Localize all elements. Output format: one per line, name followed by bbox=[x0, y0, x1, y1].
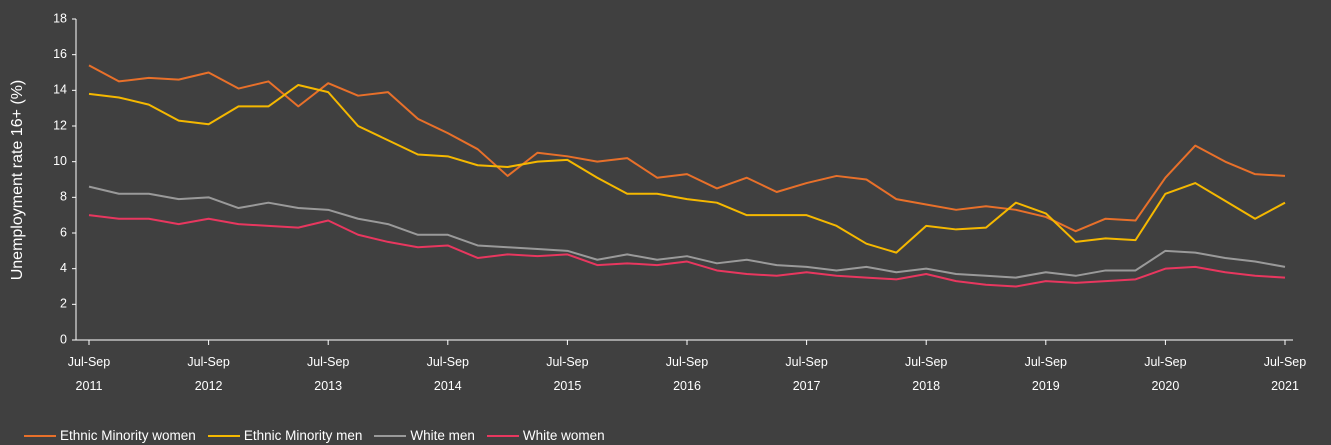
y-tick-label: 6 bbox=[60, 225, 67, 239]
y-axis-label: Unemployment rate 16+ (%) bbox=[9, 80, 26, 281]
y-tick-label: 10 bbox=[53, 154, 67, 168]
x-tick-label: Jul-Sep 2011 bbox=[67, 355, 111, 393]
x-tick-label: Jul-Sep 2015 bbox=[546, 355, 589, 393]
x-tick-label: Jul-Sep 2012 bbox=[187, 355, 230, 393]
legend-label: White men bbox=[410, 428, 475, 443]
legend-label: Ethnic Minority men bbox=[243, 428, 363, 443]
legend-item: White men bbox=[374, 428, 475, 443]
x-tick-label: Jul-Sep 2018 bbox=[904, 355, 948, 393]
legend: Ethnic Minority women Ethnic Minority men… bbox=[24, 428, 605, 443]
legend-item: Ethnic Minority women bbox=[24, 428, 196, 443]
x-tick-label: Jul-Sep 2021 bbox=[1263, 355, 1307, 393]
y-tick-label: 8 bbox=[60, 190, 67, 204]
series-line bbox=[88, 83, 1286, 254]
x-tick-label: Jul-Sep 2013 bbox=[306, 355, 350, 393]
y-tick-label: 18 bbox=[53, 11, 67, 25]
x-tick-label: Jul-Sep 2017 bbox=[785, 355, 828, 393]
y-tick-label: 4 bbox=[60, 261, 67, 275]
legend-label: White women bbox=[522, 428, 605, 443]
legend-swatch bbox=[207, 434, 240, 437]
legend-swatch bbox=[486, 434, 519, 437]
x-tick-label: Jul-Sep 2014 bbox=[426, 355, 469, 393]
x-tick-label: Jul-Sep 2016 bbox=[665, 355, 709, 393]
legend-item: Ethnic Minority men bbox=[207, 428, 363, 443]
y-tick-label: 2 bbox=[60, 297, 67, 311]
y-tick-label: 14 bbox=[53, 83, 67, 97]
y-tick-label: 0 bbox=[60, 332, 67, 346]
series-line bbox=[88, 64, 1286, 233]
x-tick-label: Jul-Sep 2020 bbox=[1144, 355, 1187, 393]
legend-swatch bbox=[374, 434, 407, 437]
x-tick-label: Jul-Sep 2019 bbox=[1024, 355, 1067, 393]
y-tick-label: 16 bbox=[53, 47, 67, 61]
legend-swatch bbox=[24, 434, 56, 437]
legend-item: White women bbox=[486, 428, 605, 443]
legend-label: Ethnic Minority women bbox=[60, 428, 196, 443]
series-line bbox=[88, 214, 1286, 288]
y-tick-label: 12 bbox=[53, 118, 67, 132]
series-line bbox=[88, 185, 1286, 279]
